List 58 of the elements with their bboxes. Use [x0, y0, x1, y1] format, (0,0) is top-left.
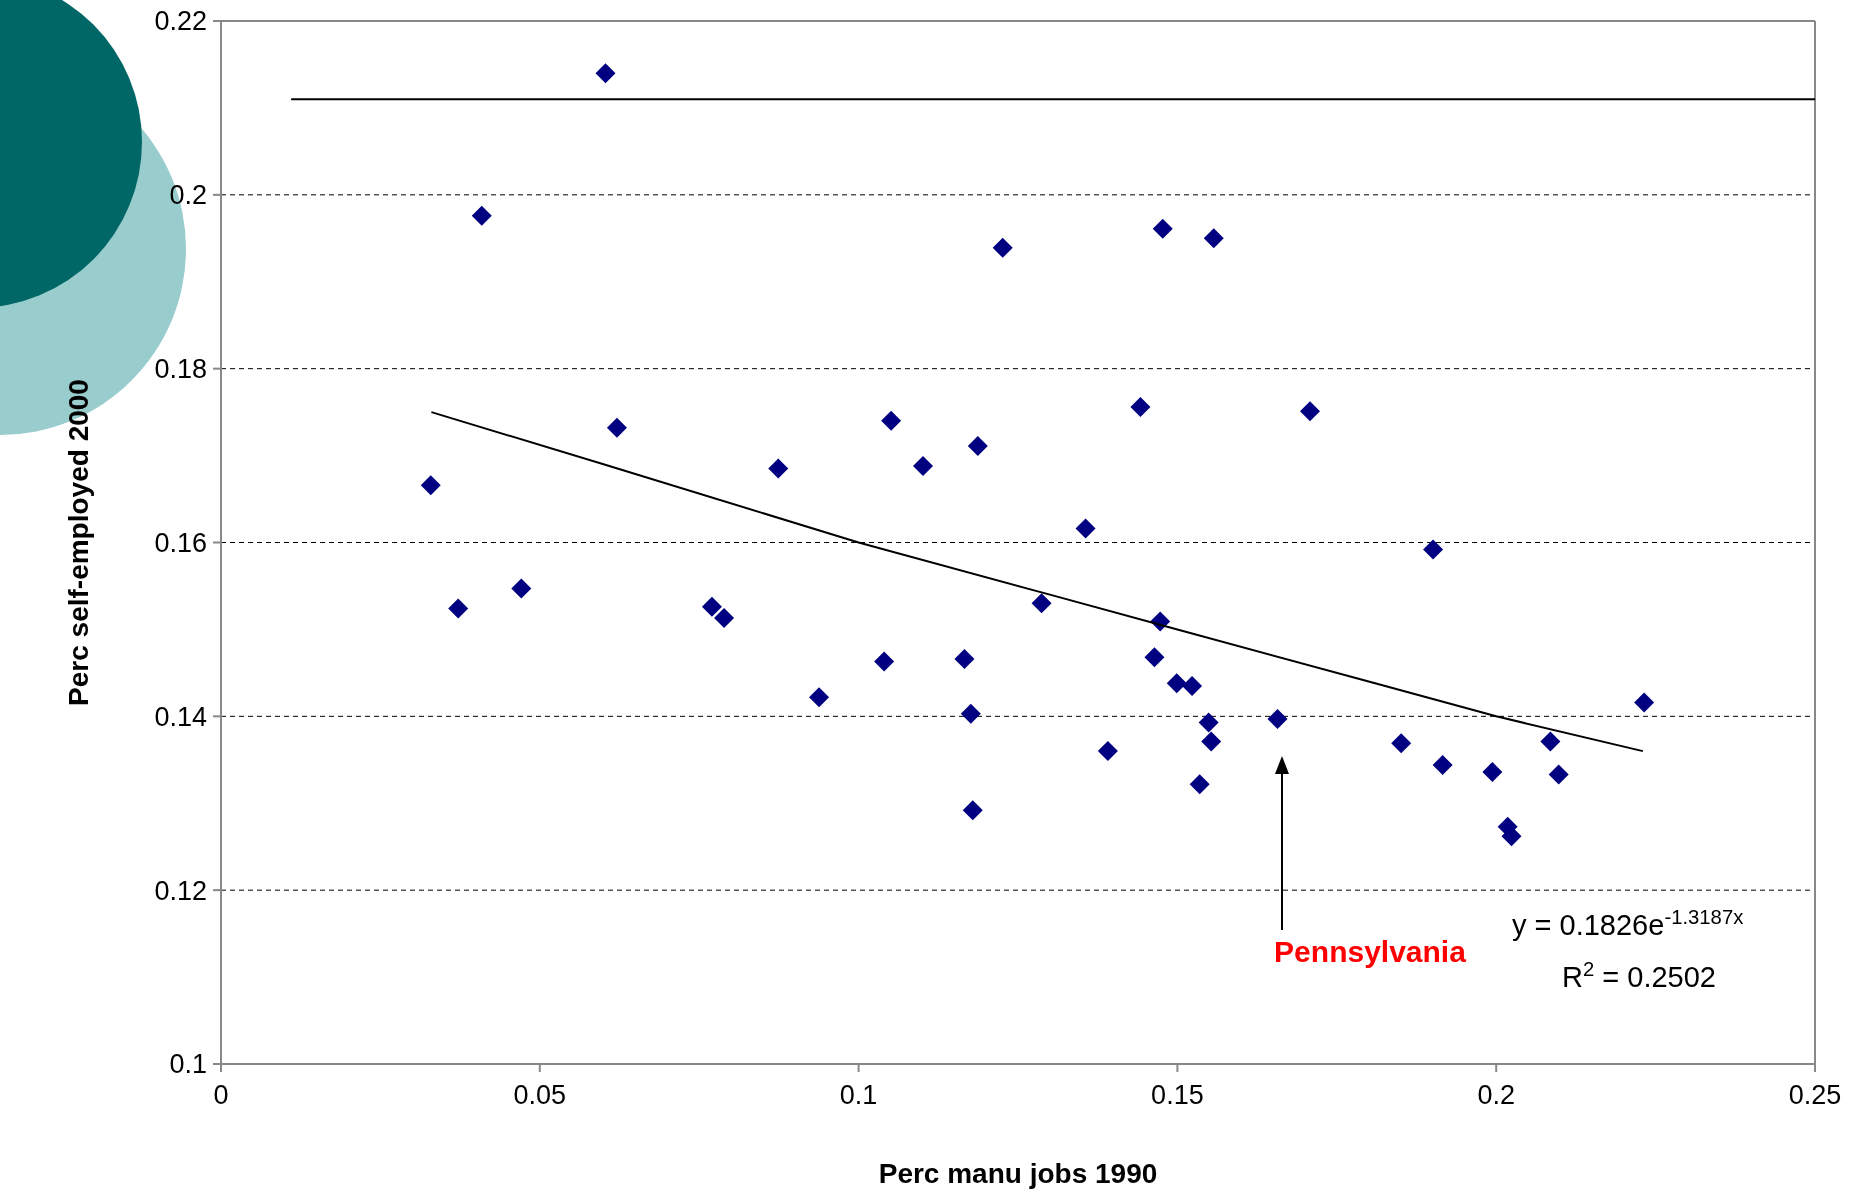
x-tick-label: 0.25	[1788, 1080, 1842, 1110]
point	[967, 436, 988, 457]
y-tick-label: 0.1	[169, 1049, 207, 1080]
point	[962, 800, 983, 821]
point	[1182, 675, 1203, 696]
point	[1031, 593, 1052, 614]
y-tick-label: 0.22	[154, 6, 207, 37]
annotation: R$^{2}$ = 0.2502	[1562, 958, 1716, 993]
point	[1482, 761, 1503, 782]
point	[809, 687, 830, 708]
point	[1189, 774, 1210, 795]
point	[1501, 826, 1522, 847]
point	[595, 63, 616, 84]
x-tick-label: 0.2	[1477, 1080, 1515, 1110]
point	[1634, 692, 1655, 713]
point	[1391, 733, 1412, 754]
point	[1201, 731, 1222, 752]
y-tick-label: 0.16	[154, 527, 207, 558]
point	[471, 205, 492, 226]
x-tick-label: 0.05	[513, 1080, 567, 1110]
point	[1432, 755, 1453, 776]
point	[1166, 673, 1187, 694]
y-axis-title: Perc self-employed 2000	[63, 379, 94, 706]
point	[1075, 518, 1096, 539]
x-tick-label: 0	[213, 1080, 229, 1110]
point	[992, 237, 1013, 258]
y-tick-label: 0.14	[154, 701, 207, 732]
point	[420, 475, 441, 496]
point	[1144, 647, 1165, 668]
point	[913, 456, 933, 477]
point	[714, 608, 735, 629]
point	[1548, 764, 1569, 785]
point	[1203, 228, 1224, 249]
y-tick-label: 0.2	[169, 180, 207, 211]
y-tick-label: 0.18	[154, 354, 207, 385]
point	[1152, 218, 1173, 239]
point	[1130, 396, 1151, 417]
point	[881, 410, 902, 431]
y-tick-label: 0.12	[154, 875, 207, 906]
point	[768, 458, 789, 479]
annotation: y = 0.1826e$^{-1.3187x}$	[1512, 906, 1744, 941]
annotation: Pennsylvania	[1274, 935, 1467, 968]
point	[701, 596, 722, 617]
point	[960, 703, 981, 724]
point	[1300, 401, 1321, 422]
x-axis-title: Perc manu jobs 1990	[878, 1158, 1158, 1189]
point	[1097, 741, 1118, 762]
point	[1423, 539, 1444, 560]
x-tick-label: 0.1	[839, 1080, 878, 1110]
point	[511, 578, 532, 599]
x-tick-label: 0.15	[1151, 1080, 1204, 1110]
point	[1540, 731, 1561, 752]
point	[606, 417, 627, 438]
point	[954, 648, 975, 669]
point	[1267, 708, 1288, 729]
point	[1198, 712, 1219, 733]
point	[448, 598, 469, 619]
point	[874, 651, 895, 672]
